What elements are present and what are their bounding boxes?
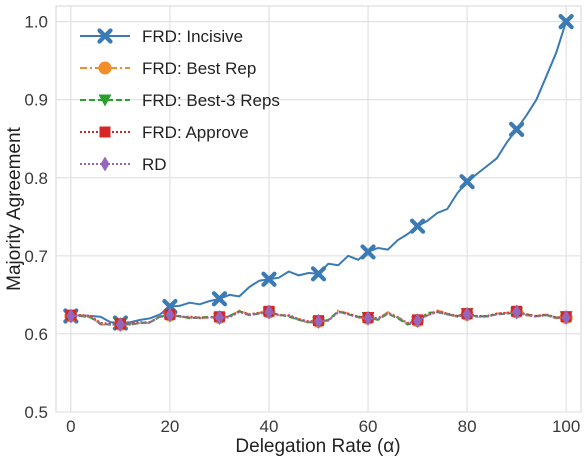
series-4 xyxy=(66,304,571,333)
tick-labels: 0 20 40 60 80 100 0.5 0.6 0.7 0.8 0.9 1.0 xyxy=(24,13,580,436)
marker-diamond xyxy=(314,313,323,329)
marker-square xyxy=(99,126,111,138)
y-axis-label: Majority Agreement xyxy=(4,126,25,290)
marker-triangle xyxy=(98,94,112,107)
legend-item: FRD: Incisive xyxy=(80,27,243,46)
x-axis-label: Delegation Rate (α) xyxy=(235,436,400,457)
marker-x xyxy=(409,218,426,234)
marker-x xyxy=(509,121,525,137)
marker-diamond xyxy=(165,307,175,323)
marker-diamond xyxy=(214,310,224,326)
marker-diamond xyxy=(512,304,522,320)
legend-label: FRD: Best-3 Reps xyxy=(142,91,280,110)
marker-diamond xyxy=(413,313,423,329)
series-line xyxy=(70,311,567,326)
x-tick-label: 40 xyxy=(260,417,279,436)
legend-label: RD xyxy=(142,155,167,174)
marker-diamond xyxy=(66,308,76,324)
legend-item: FRD: Best Rep xyxy=(80,59,256,78)
marker-x xyxy=(459,174,475,190)
y-tick-label: 0.7 xyxy=(24,247,48,266)
marker-x xyxy=(360,244,376,260)
legend: FRD: Incisive FRD: Best Rep FRD: Best-3 Re… xyxy=(80,27,280,174)
legend-item: FRD: Best-3 Reps xyxy=(80,91,280,110)
marker-diamond xyxy=(115,317,125,333)
y-tick-label: 1.0 xyxy=(24,13,48,32)
marker-x xyxy=(261,271,277,287)
marker-x xyxy=(211,291,228,307)
gridlines xyxy=(56,6,581,413)
x-tick-label: 100 xyxy=(552,417,580,436)
marker-x xyxy=(310,266,327,282)
legend-label: FRD: Best Rep xyxy=(142,59,256,78)
y-tick-label: 0.6 xyxy=(24,325,48,344)
marker-x xyxy=(97,28,113,44)
marker-diamond xyxy=(363,310,373,326)
marker-diamond xyxy=(462,306,472,322)
y-tick-label: 0.9 xyxy=(24,91,48,110)
marker-diamond xyxy=(100,156,110,172)
legend-item: FRD: Approve xyxy=(80,123,249,142)
x-tick-label: 0 xyxy=(66,417,75,436)
series-layer xyxy=(63,14,574,333)
legend-label: FRD: Incisive xyxy=(142,27,243,46)
marker-x xyxy=(558,14,574,30)
marker-diamond xyxy=(264,304,274,320)
x-tick-label: 80 xyxy=(458,417,477,436)
y-tick-label: 0.8 xyxy=(24,169,48,188)
y-tick-label: 0.5 xyxy=(24,403,48,422)
legend-item: RD xyxy=(80,155,167,174)
x-tick-label: 60 xyxy=(359,417,378,436)
x-tick-label: 20 xyxy=(160,417,179,436)
marker-circle xyxy=(98,61,112,75)
marker-diamond xyxy=(561,310,571,326)
plot-area xyxy=(55,5,582,413)
legend-label: FRD: Approve xyxy=(142,123,249,142)
